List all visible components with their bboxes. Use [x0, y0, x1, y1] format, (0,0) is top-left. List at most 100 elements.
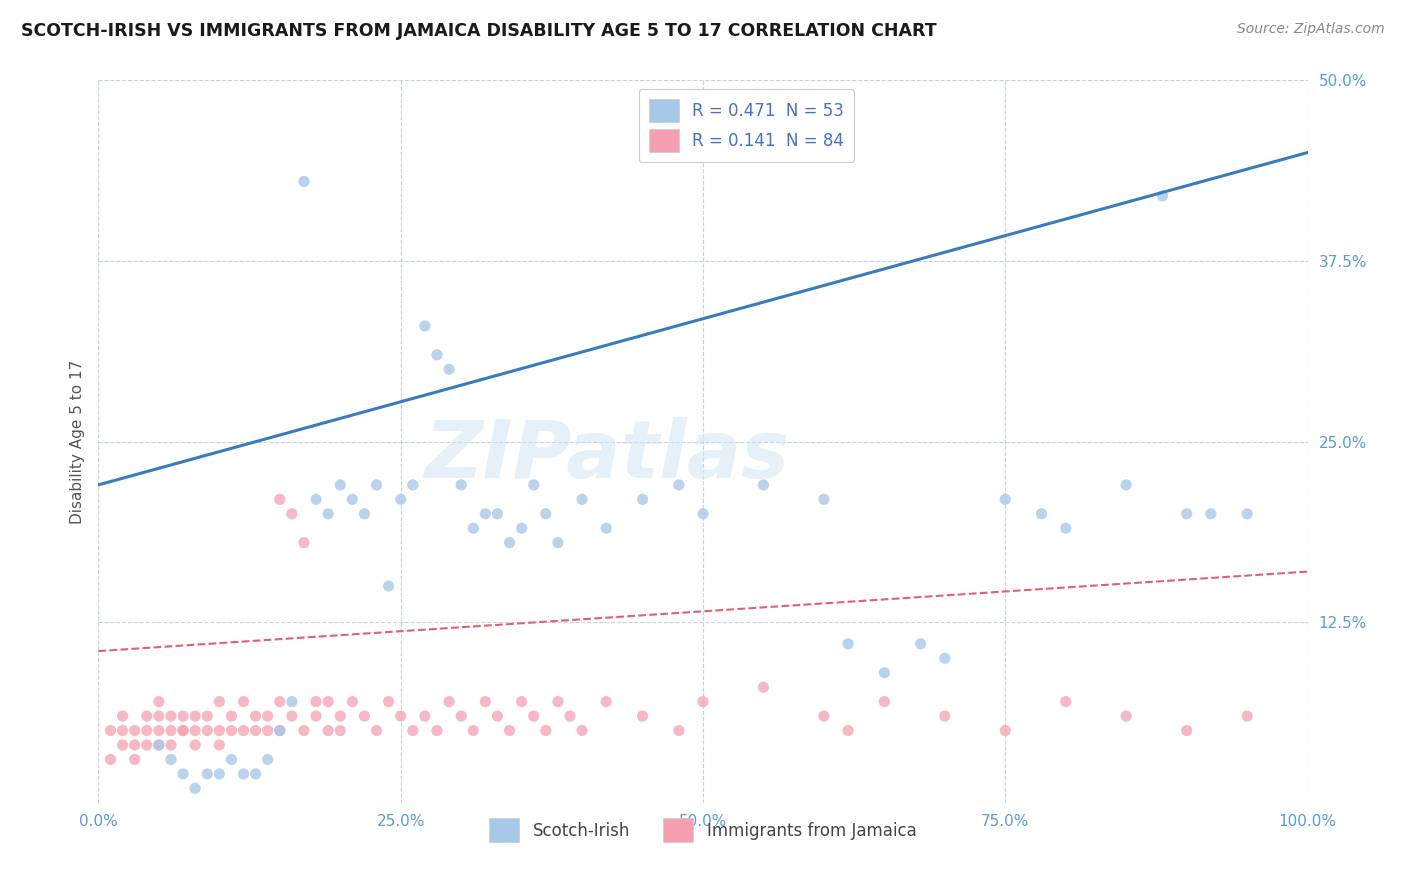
Point — [184, 738, 207, 752]
Point — [111, 723, 134, 738]
Point — [1152, 189, 1174, 203]
Point — [148, 738, 170, 752]
Text: Source: ZipAtlas.com: Source: ZipAtlas.com — [1237, 22, 1385, 37]
Point — [221, 709, 243, 723]
Point — [668, 723, 690, 738]
Point — [353, 507, 375, 521]
Point — [245, 723, 267, 738]
Point — [281, 695, 304, 709]
Point — [269, 492, 291, 507]
Point — [523, 478, 546, 492]
Point — [353, 709, 375, 723]
Point — [510, 521, 533, 535]
Point — [1031, 507, 1053, 521]
Point — [329, 709, 352, 723]
Point — [172, 709, 194, 723]
Point — [208, 695, 231, 709]
Point — [292, 174, 315, 188]
Point — [571, 492, 593, 507]
Point — [316, 695, 339, 709]
Point — [837, 723, 859, 738]
Point — [281, 507, 304, 521]
Point — [450, 709, 472, 723]
Point — [160, 738, 183, 752]
Point — [1236, 507, 1258, 521]
Point — [450, 478, 472, 492]
Point — [873, 695, 896, 709]
Point — [135, 723, 157, 738]
Point — [910, 637, 932, 651]
Text: SCOTCH-IRISH VS IMMIGRANTS FROM JAMAICA DISABILITY AGE 5 TO 17 CORRELATION CHART: SCOTCH-IRISH VS IMMIGRANTS FROM JAMAICA … — [21, 22, 936, 40]
Point — [148, 723, 170, 738]
Point — [232, 723, 254, 738]
Point — [486, 507, 509, 521]
Point — [463, 723, 485, 738]
Legend: Scotch-Irish, Immigrants from Jamaica: Scotch-Irish, Immigrants from Jamaica — [482, 812, 924, 848]
Point — [281, 709, 304, 723]
Point — [172, 767, 194, 781]
Point — [692, 695, 714, 709]
Point — [100, 723, 122, 738]
Point — [595, 521, 617, 535]
Point — [232, 767, 254, 781]
Point — [208, 767, 231, 781]
Point — [305, 709, 328, 723]
Point — [245, 767, 267, 781]
Point — [498, 535, 520, 549]
Point — [752, 680, 775, 694]
Point — [474, 695, 496, 709]
Point — [292, 535, 315, 549]
Point — [1175, 507, 1198, 521]
Point — [342, 695, 364, 709]
Point — [426, 348, 449, 362]
Point — [1175, 723, 1198, 738]
Point — [292, 723, 315, 738]
Point — [329, 723, 352, 738]
Point — [1054, 521, 1077, 535]
Point — [135, 709, 157, 723]
Point — [547, 695, 569, 709]
Point — [571, 723, 593, 738]
Point — [668, 478, 690, 492]
Point — [510, 695, 533, 709]
Point — [184, 723, 207, 738]
Point — [305, 695, 328, 709]
Point — [111, 709, 134, 723]
Point — [160, 752, 183, 766]
Point — [1115, 709, 1137, 723]
Point — [269, 695, 291, 709]
Point — [195, 709, 218, 723]
Point — [426, 723, 449, 738]
Point — [534, 723, 557, 738]
Point — [160, 709, 183, 723]
Point — [111, 738, 134, 752]
Point — [523, 709, 546, 723]
Point — [389, 492, 412, 507]
Point — [148, 709, 170, 723]
Point — [208, 723, 231, 738]
Point — [934, 651, 956, 665]
Point — [366, 723, 388, 738]
Point — [498, 723, 520, 738]
Point — [195, 767, 218, 781]
Point — [232, 695, 254, 709]
Point — [377, 695, 399, 709]
Point — [389, 709, 412, 723]
Point — [994, 492, 1017, 507]
Point — [208, 738, 231, 752]
Point — [305, 492, 328, 507]
Point — [256, 709, 278, 723]
Point — [269, 723, 291, 738]
Point — [463, 521, 485, 535]
Point — [342, 492, 364, 507]
Point — [486, 709, 509, 723]
Point — [534, 507, 557, 521]
Point — [402, 723, 425, 738]
Point — [245, 709, 267, 723]
Point — [172, 723, 194, 738]
Point — [316, 507, 339, 521]
Point — [366, 478, 388, 492]
Point — [474, 507, 496, 521]
Point — [124, 738, 146, 752]
Point — [269, 723, 291, 738]
